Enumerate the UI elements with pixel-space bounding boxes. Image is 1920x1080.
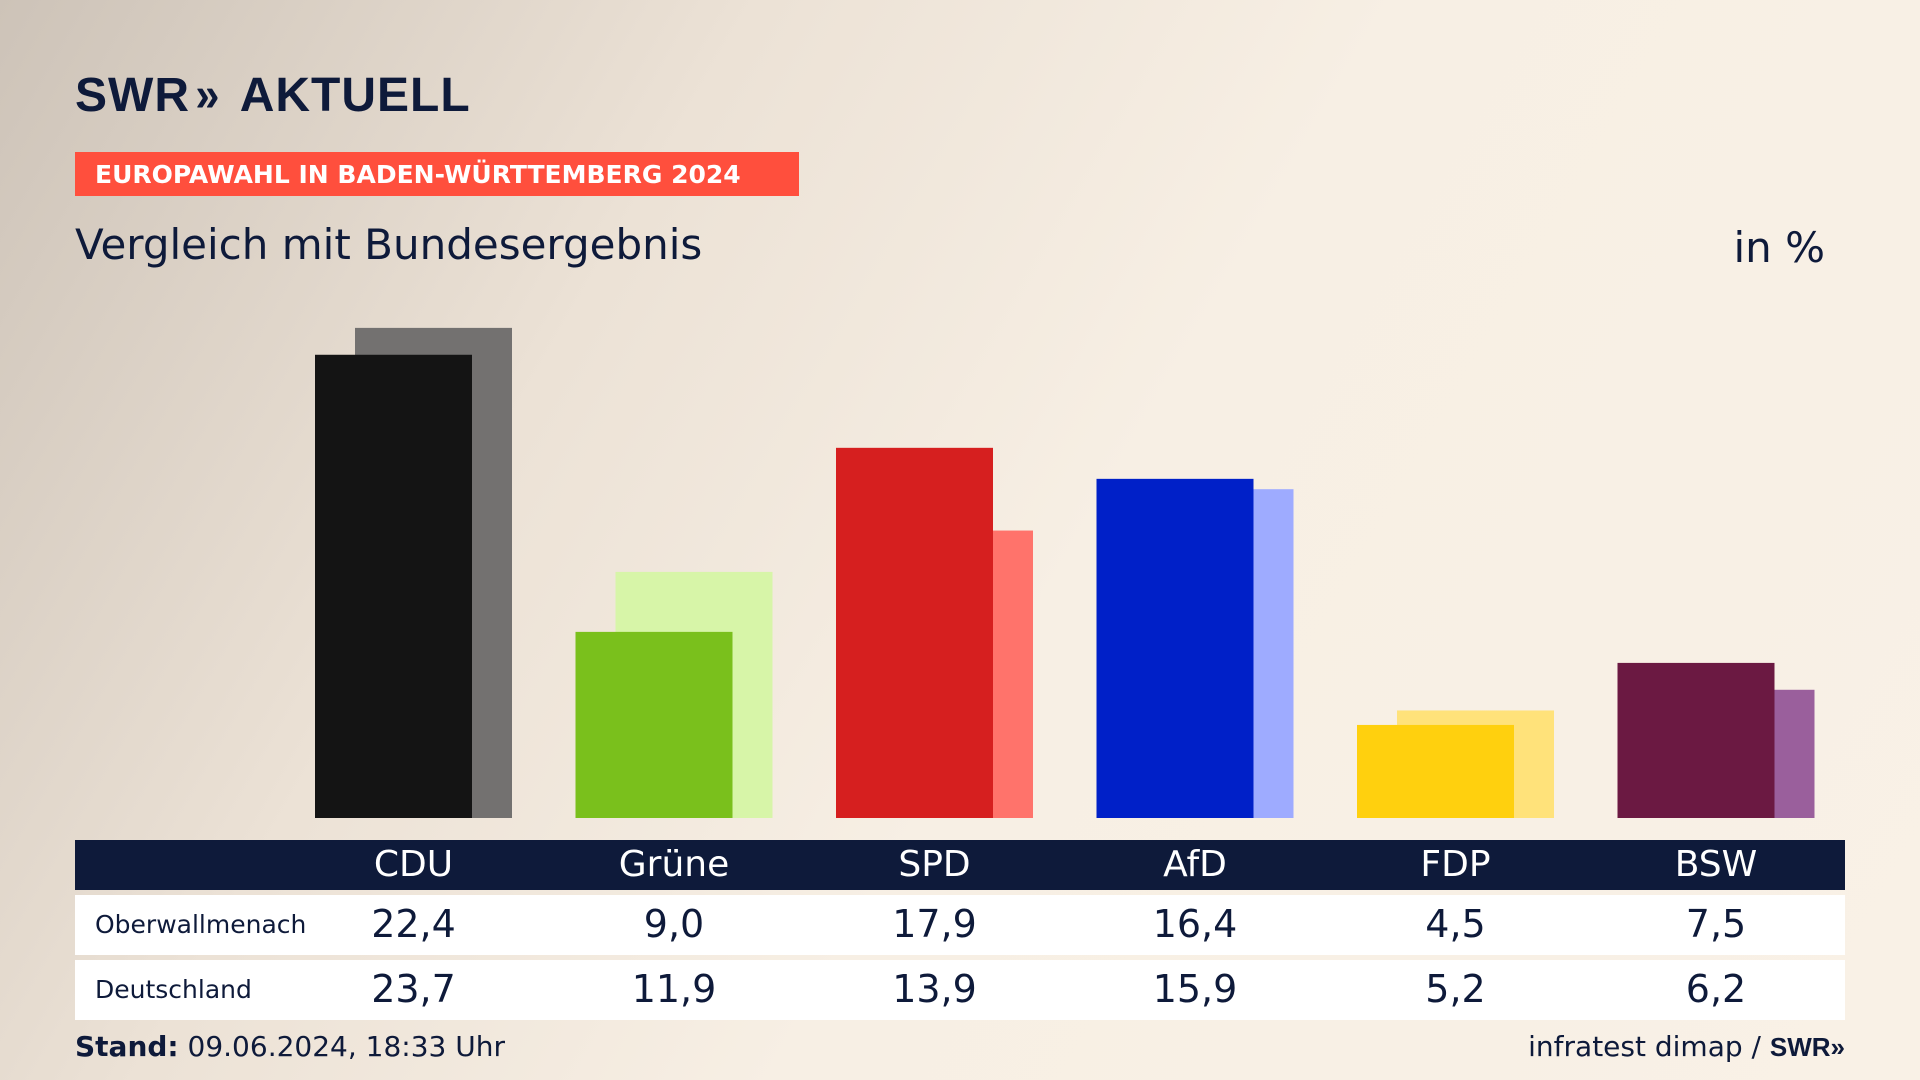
logo-arrows: »	[195, 69, 221, 122]
value-national-bsw: 6,2	[1685, 967, 1747, 1011]
party-label-cdu: CDU	[373, 844, 454, 885]
chart-title: Vergleich mit Bundesergebnis	[75, 220, 703, 269]
timestamp: Stand: 09.06.2024, 18:33 Uhr	[75, 1030, 505, 1063]
table-header-row: CDU Grüne SPD AfD FDP BSW	[75, 840, 1845, 890]
value-local-gruene: 9,0	[643, 902, 705, 946]
value-local-cdu: 22,4	[371, 902, 456, 946]
logo-swr: SWR	[75, 69, 190, 122]
table-row-local: Oberwallmenach 22,4 9,0 17,9 16,4 4,5 7,5	[75, 895, 1845, 955]
swr-aktuell-logo: SWR» AKTUELL	[75, 68, 471, 123]
value-national-afd: 15,9	[1152, 967, 1238, 1011]
party-label-afd: AfD	[1163, 844, 1227, 885]
table-row-national: Deutschland 23,7 11,9 13,9 15,9 5,2 6,2	[75, 960, 1845, 1020]
bar-local-afd	[1096, 478, 1254, 818]
value-local-afd: 16,4	[1152, 902, 1238, 946]
value-national-fdp: 5,2	[1425, 967, 1486, 1011]
value-national-spd: 13,9	[892, 967, 977, 1011]
party-label-fdp: FDP	[1420, 844, 1491, 885]
bar-local-gruene	[575, 631, 733, 818]
bar-local-spd	[836, 447, 993, 818]
stand-label: Stand:	[75, 1030, 179, 1063]
party-label-gruene: Grüne	[618, 844, 730, 885]
row-label-national: Deutschland	[95, 975, 252, 1004]
source-swr-logo: SWR»	[1769, 1032, 1845, 1062]
bar-local-cdu	[315, 354, 472, 818]
bar-local-fdp	[1357, 724, 1514, 818]
bar-chart	[315, 327, 1815, 818]
banner-text: EUROPAWAHL IN BADEN-WÜRTTEMBERG 2024	[95, 160, 741, 189]
election-banner: EUROPAWAHL IN BADEN-WÜRTTEMBERG 2024	[75, 152, 799, 196]
bar-local-bsw	[1617, 662, 1775, 818]
source-credit: infratest dimap / SWR»	[1528, 1030, 1845, 1063]
stand-value: 09.06.2024, 18:33 Uhr	[187, 1030, 505, 1063]
value-national-gruene: 11,9	[631, 967, 717, 1011]
value-local-fdp: 4,5	[1425, 902, 1486, 946]
row-label-local: Oberwallmenach	[95, 910, 307, 939]
party-label-spd: SPD	[898, 844, 971, 885]
value-local-bsw: 7,5	[1685, 902, 1747, 946]
value-national-cdu: 23,7	[371, 967, 456, 1011]
source-text: infratest dimap /	[1528, 1030, 1761, 1063]
unit-label: in %	[1733, 223, 1825, 272]
party-label-bsw: BSW	[1674, 844, 1758, 885]
results-table: CDU Grüne SPD AfD FDP BSW Oberwallmenach 22,4…	[75, 840, 1845, 1020]
logo-aktuell: AKTUELL	[239, 69, 471, 122]
value-local-spd: 17,9	[892, 902, 977, 946]
